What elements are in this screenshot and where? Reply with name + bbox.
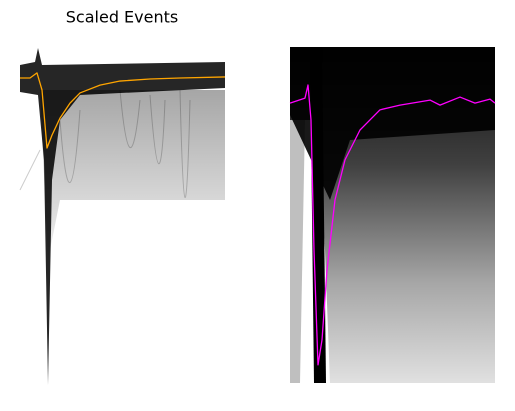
right-traces [290, 47, 495, 383]
trace-spread [290, 120, 305, 383]
mean-line [20, 72, 226, 149]
chart-title: Scaled Events [66, 8, 178, 27]
outlier-traces [19, 89, 191, 198]
left-traces [19, 48, 225, 385]
trace-spike [310, 47, 326, 383]
trace-mass [20, 48, 225, 385]
trace-spread [20, 90, 225, 260]
mean-line [289, 84, 496, 366]
trace-core [290, 47, 495, 200]
